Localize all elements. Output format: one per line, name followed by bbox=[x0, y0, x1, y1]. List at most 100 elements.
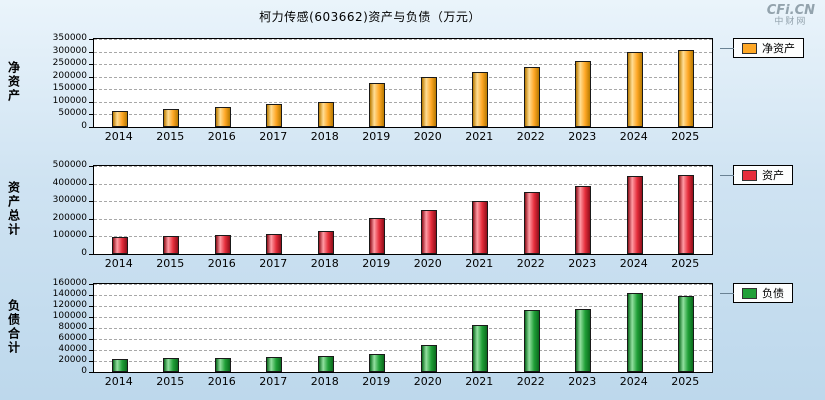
bar-2017 bbox=[266, 356, 283, 372]
y-axis: 0 20000 40000 60000 80000 100000 120000 140000 1… bbox=[36, 278, 89, 376]
gridline bbox=[94, 201, 712, 203]
x-tick-label: 2018 bbox=[310, 257, 339, 270]
bar-2024 bbox=[626, 293, 643, 372]
gridline bbox=[94, 236, 712, 238]
gridline bbox=[94, 361, 712, 362]
gridline bbox=[94, 64, 712, 66]
y-tick-mark bbox=[89, 218, 94, 220]
y-tick-label: 400000 bbox=[52, 177, 87, 188]
x-tick-label: 2015 bbox=[156, 257, 185, 270]
chart-total-assets: 资产总计 0 100000 200000 300000 400000 500000 201… bbox=[0, 155, 825, 273]
bar-2020 bbox=[420, 77, 437, 127]
bar-2018 bbox=[317, 355, 334, 372]
y-tick-mark bbox=[89, 372, 94, 373]
gridline bbox=[94, 339, 712, 340]
y-tick-mark bbox=[89, 76, 94, 78]
bar-2018 bbox=[317, 231, 334, 254]
gridline bbox=[94, 76, 712, 78]
cfi-logo-subtitle: 中财网 bbox=[774, 17, 808, 28]
x-tick-label: 2020 bbox=[413, 375, 442, 388]
legend-label: 负债 bbox=[762, 287, 784, 300]
y-tick-mark bbox=[89, 306, 94, 307]
y-tick-mark bbox=[89, 89, 94, 91]
x-tick-label: 2024 bbox=[619, 257, 648, 270]
bar-2021 bbox=[472, 201, 489, 254]
x-tick-label: 2017 bbox=[259, 257, 288, 270]
gridline bbox=[94, 218, 712, 220]
bar-2022 bbox=[523, 67, 540, 127]
bar-2023 bbox=[575, 186, 592, 254]
legend-label: 净资产 bbox=[762, 42, 795, 55]
y-tick-label: 250000 bbox=[52, 58, 87, 69]
y-tick-label: 500000 bbox=[52, 160, 87, 170]
x-tick-label: 2020 bbox=[413, 257, 442, 270]
y-axis: 0 100000 200000 300000 400000 500000 bbox=[36, 160, 89, 258]
x-tick-label: 2016 bbox=[207, 130, 236, 143]
bar-2025 bbox=[678, 50, 695, 127]
y-tick-label: 0 bbox=[81, 248, 87, 258]
bar-2019 bbox=[369, 217, 386, 254]
plot-area bbox=[89, 283, 713, 373]
y-tick-mark bbox=[89, 64, 94, 66]
y-tick-label: 0 bbox=[81, 121, 87, 131]
cfi-logo: CFi.CN bbox=[766, 3, 815, 18]
plot-area bbox=[89, 165, 713, 255]
y-axis-title: 净资产 bbox=[6, 61, 21, 103]
bar-2015 bbox=[163, 358, 180, 372]
x-tick-label: 2015 bbox=[156, 130, 185, 143]
legend: 净资产 bbox=[720, 38, 804, 58]
y-axis-title: 负债合计 bbox=[6, 299, 21, 355]
y-tick-label: 200000 bbox=[52, 70, 87, 81]
x-tick-label: 2021 bbox=[465, 257, 494, 270]
bar-2023 bbox=[575, 61, 592, 127]
gridline bbox=[94, 166, 712, 167]
bar-2016 bbox=[214, 234, 231, 254]
x-tick-label: 2020 bbox=[413, 130, 442, 143]
bar-2018 bbox=[317, 101, 334, 127]
y-tick-mark bbox=[89, 127, 94, 128]
y-tick-mark bbox=[89, 317, 94, 318]
bar-2024 bbox=[626, 175, 643, 254]
bar-2025 bbox=[678, 174, 695, 254]
x-tick-label: 2014 bbox=[104, 130, 133, 143]
gridline bbox=[94, 317, 712, 318]
x-tick-label: 2018 bbox=[310, 375, 339, 388]
y-tick-mark bbox=[89, 284, 94, 285]
y-tick-label: 140000 bbox=[52, 289, 87, 299]
x-tick-label: 2023 bbox=[568, 257, 597, 270]
y-tick-label: 100000 bbox=[52, 95, 87, 106]
bar-2020 bbox=[420, 344, 437, 372]
x-tick-label: 2025 bbox=[671, 375, 700, 388]
y-tick-label: 160000 bbox=[52, 278, 87, 288]
y-tick-mark bbox=[89, 51, 94, 53]
y-tick-mark bbox=[89, 114, 94, 116]
chart-liabilities: 负债合计 0 20000 40000 60000 80000 100000 120000 14… bbox=[0, 273, 825, 391]
bar-2023 bbox=[575, 309, 592, 372]
x-tick-label: 2023 bbox=[568, 130, 597, 143]
x-tick-label: 2016 bbox=[207, 375, 236, 388]
bar-2020 bbox=[420, 210, 437, 254]
x-tick-label: 2019 bbox=[362, 257, 391, 270]
site-watermark: CFi.CN 中财网 bbox=[766, 3, 815, 28]
x-tick-label: 2017 bbox=[259, 130, 288, 143]
legend-label: 资产 bbox=[762, 169, 784, 182]
bar-2017 bbox=[266, 233, 283, 254]
bar-2016 bbox=[214, 357, 231, 372]
gridline bbox=[94, 51, 712, 53]
x-tick-label: 2017 bbox=[259, 375, 288, 388]
x-tick-label: 2018 bbox=[310, 130, 339, 143]
bar-2015 bbox=[163, 108, 180, 127]
y-tick-label: 80000 bbox=[58, 322, 87, 332]
y-tick-mark bbox=[89, 361, 94, 362]
x-tick-label: 2016 bbox=[207, 257, 236, 270]
legend-swatch bbox=[742, 42, 757, 54]
x-tick-label: 2014 bbox=[104, 257, 133, 270]
y-tick-label: 120000 bbox=[52, 300, 87, 310]
y-tick-mark bbox=[89, 350, 94, 351]
bar-2016 bbox=[214, 106, 231, 127]
gridline bbox=[94, 183, 712, 185]
gridline bbox=[94, 114, 712, 116]
gridline bbox=[94, 295, 712, 296]
bar-2022 bbox=[523, 191, 540, 254]
x-tick-label: 2024 bbox=[619, 130, 648, 143]
